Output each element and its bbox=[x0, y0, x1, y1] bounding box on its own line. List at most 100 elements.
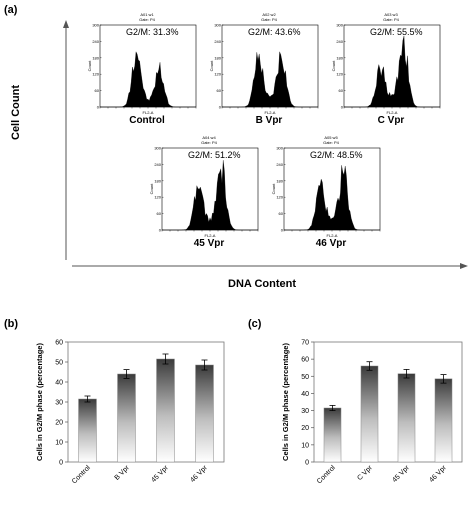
histogram-x-label: FL2-A bbox=[387, 110, 398, 115]
y-axis-label: Cells in G2/M phase (percentage) bbox=[35, 343, 44, 461]
histogram-y-label: Count bbox=[88, 60, 92, 72]
histogram-y-tick-label: 0 bbox=[281, 228, 284, 233]
x-tick-label: 45 Vpr bbox=[391, 464, 411, 484]
histogram-distribution bbox=[222, 51, 318, 108]
g2m-percentage: G2/M: 31.3% bbox=[126, 27, 179, 37]
histogram-gate: Gate: P4 bbox=[139, 17, 155, 22]
histogram-y-tick-label: 300 bbox=[214, 23, 221, 28]
histogram-condition-label: 46 Vpr bbox=[315, 238, 347, 249]
bar bbox=[434, 378, 453, 463]
y-tick-label: 0 bbox=[305, 460, 309, 467]
histogram-y-label: Count bbox=[150, 183, 154, 195]
histogram-distribution bbox=[100, 51, 196, 108]
bar bbox=[323, 407, 342, 463]
histogram-condition-label: B Vpr bbox=[255, 115, 283, 126]
histogram-y-tick-label: 60 bbox=[279, 211, 284, 216]
histogram-2: A02 w2 Gate: P4 300 240 180 120 60 0 FL2-A Count G… bbox=[210, 12, 320, 130]
x-tick-label: Control bbox=[316, 464, 337, 485]
panel-a-label: (a) bbox=[4, 4, 18, 16]
bar bbox=[397, 373, 416, 463]
histogram-y-tick-label: 60 bbox=[95, 88, 100, 93]
histogram-y-tick-label: 0 bbox=[97, 105, 100, 110]
y-tick-label: 10 bbox=[301, 442, 309, 449]
histogram-y-tick-label: 60 bbox=[339, 88, 344, 93]
g2m-percentage: G2/M: 51.2% bbox=[188, 150, 241, 160]
histogram-y-tick-label: 180 bbox=[92, 55, 99, 60]
histogram-y-tick-label: 0 bbox=[219, 105, 222, 110]
histogram-distribution bbox=[344, 35, 440, 108]
histogram-y-tick-label: 240 bbox=[276, 162, 283, 167]
histogram-gate: Gate: P4 bbox=[323, 140, 339, 145]
y-tick-label: 60 bbox=[55, 340, 63, 347]
histogram-sample-id: A04 w4 bbox=[202, 135, 216, 140]
histogram-y-tick-label: 300 bbox=[92, 23, 99, 28]
panel-a-axes bbox=[63, 20, 468, 269]
histogram-y-tick-label: 120 bbox=[154, 195, 161, 200]
y-tick-label: 30 bbox=[301, 408, 309, 415]
histogram-y-tick-label: 60 bbox=[217, 88, 222, 93]
x-tick-label: 46 Vpr bbox=[189, 464, 209, 484]
histogram-y-tick-label: 120 bbox=[276, 195, 283, 200]
g2m-percentage: G2/M: 55.5% bbox=[370, 27, 423, 37]
histogram-gate: Gate: P4 bbox=[201, 140, 217, 145]
y-tick-label: 0 bbox=[59, 460, 63, 467]
y-tick-label: 20 bbox=[301, 425, 309, 432]
histogram-x-label: FL2-A bbox=[265, 110, 276, 115]
histogram-frame bbox=[221, 24, 319, 108]
y-tick-label: 40 bbox=[55, 380, 63, 387]
histogram-y-tick-label: 60 bbox=[157, 211, 162, 216]
histogram-3: A03 w3 Gate: P4 300 240 180 120 60 0 FL2-A Count G… bbox=[332, 12, 442, 130]
x-tick-label: Control bbox=[71, 464, 92, 485]
panel-a-x-axis-label: DNA Content bbox=[228, 278, 297, 290]
bar bbox=[156, 358, 175, 463]
histogram-y-tick-label: 300 bbox=[336, 23, 343, 28]
histogram-5: A05 w5 Gate: P4 300 240 180 120 60 0 FL2-A Count G… bbox=[272, 135, 382, 253]
histogram-plot: 300 240 180 120 60 0 FL2-A Count bbox=[150, 146, 259, 238]
g2m-percentage: G2/M: 43.6% bbox=[248, 27, 301, 37]
histogram-frame bbox=[283, 147, 381, 231]
x-tick-label: B Vpr bbox=[114, 464, 132, 482]
histogram-x-label: FL2-A bbox=[143, 110, 154, 115]
histogram-distribution bbox=[284, 165, 380, 231]
bar-chart-c: 0 10 20 30 40 50 60 70 Cells in G2/M phase (perc… bbox=[281, 340, 463, 485]
y-tick-label: 10 bbox=[55, 440, 63, 447]
bar-chart-b: 0 10 20 30 40 50 60 Cells in G2/M phase (percen… bbox=[35, 340, 225, 485]
histogram-gate: Gate: P4 bbox=[383, 17, 399, 22]
x-tick-label: C Vpr bbox=[356, 464, 374, 482]
histogram-y-tick-label: 180 bbox=[276, 178, 283, 183]
y-tick-label: 40 bbox=[301, 391, 309, 398]
panel-a-x-arrowhead bbox=[460, 263, 468, 269]
histogram-y-tick-label: 240 bbox=[336, 39, 343, 44]
histogram-sample-id: A03 w3 bbox=[384, 12, 398, 17]
histogram-x-label: FL2-A bbox=[205, 233, 216, 238]
panel-b-label: (b) bbox=[4, 318, 19, 330]
histogram-y-tick-label: 300 bbox=[276, 146, 283, 151]
x-tick-label: 45 Vpr bbox=[150, 464, 170, 484]
histogram-plot: 300 240 180 120 60 0 FL2-A Count bbox=[272, 146, 381, 238]
histogram-sample-id: A01 w1 bbox=[140, 12, 154, 17]
panel-a-y-arrowhead bbox=[63, 20, 69, 28]
histogram-y-tick-label: 120 bbox=[92, 72, 99, 77]
histogram-condition-label: C Vpr bbox=[377, 115, 405, 126]
y-axis-label: Cells in G2/M phase (percentage) bbox=[281, 343, 290, 461]
histogram-plot: 300 240 180 120 60 0 FL2-A Count bbox=[332, 23, 441, 115]
histogram-plot: 300 240 180 120 60 0 FL2-A Count bbox=[88, 23, 197, 115]
histogram-y-tick-label: 180 bbox=[336, 55, 343, 60]
histogram-plot: 300 240 180 120 60 0 FL2-A Count bbox=[210, 23, 319, 115]
histogram-y-tick-label: 180 bbox=[154, 178, 161, 183]
x-tick-label: 46 Vpr bbox=[428, 464, 448, 484]
panel-c-label: (c) bbox=[248, 318, 262, 330]
g2m-percentage: G2/M: 48.5% bbox=[310, 150, 363, 160]
bar bbox=[195, 364, 214, 463]
y-tick-label: 60 bbox=[301, 357, 309, 364]
histogram-4: A04 w4 Gate: P4 300 240 180 120 60 0 FL2-A Count G… bbox=[150, 135, 260, 253]
histogram-condition-label: 45 Vpr bbox=[193, 238, 225, 249]
y-tick-label: 30 bbox=[55, 400, 63, 407]
y-tick-label: 50 bbox=[301, 374, 309, 381]
bar bbox=[78, 398, 97, 463]
histogram-y-tick-label: 300 bbox=[154, 146, 161, 151]
histogram-frame bbox=[99, 24, 197, 108]
panel-a-y-axis-label: Cell Count bbox=[10, 85, 22, 140]
histogram-x-label: FL2-A bbox=[327, 233, 338, 238]
y-tick-label: 20 bbox=[55, 420, 63, 427]
